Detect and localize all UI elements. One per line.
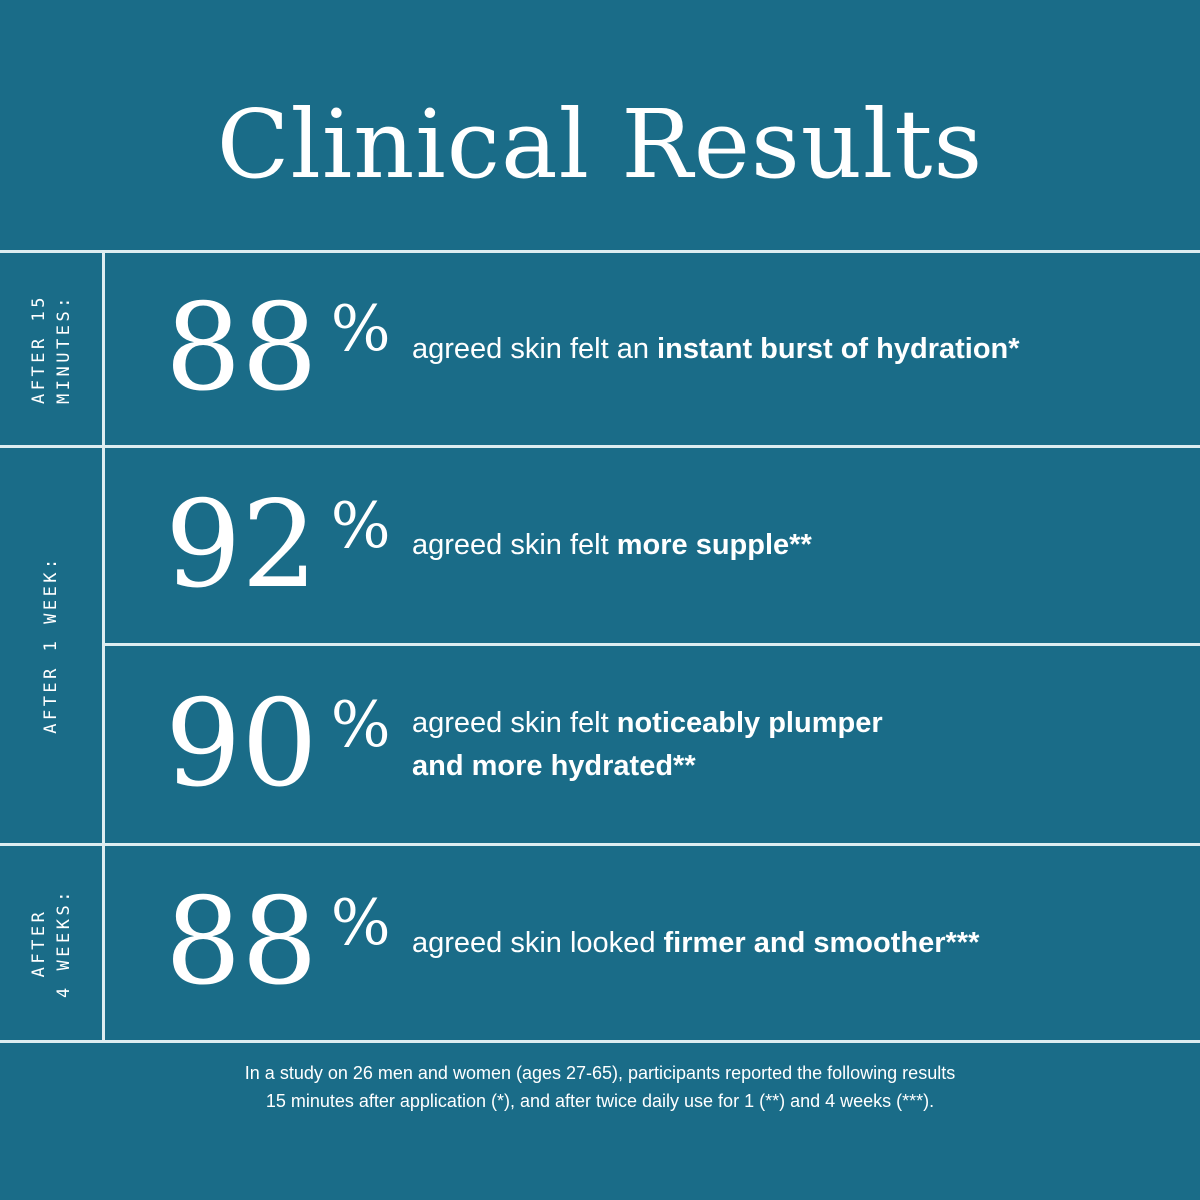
- stat-percent-value: 92: [165, 475, 318, 615]
- stat-description: agreed skin felt an instant burst of hyd…: [412, 328, 1160, 371]
- divider-line-row1: [0, 445, 1200, 448]
- percent-sign: %: [330, 886, 391, 959]
- stat-row: 88% agreed skin looked firmer and smooth…: [165, 846, 1160, 1040]
- label-line: AFTER: [28, 908, 49, 978]
- footnote-line2: 15 minutes after application (*), and af…: [265, 1091, 935, 1111]
- footnote-line1: In a study on 26 men and women (ages 27-…: [244, 1063, 956, 1083]
- stat-description-bold: instant burst of hydration*: [657, 332, 1020, 365]
- group-label-after-1-week: AFTER 1 WEEK:: [0, 448, 103, 840]
- stat-row: 88% agreed skin felt an instant burst of…: [165, 253, 1160, 445]
- stat-description: agreed skin looked firmer and smoother**…: [412, 922, 1160, 965]
- group-label-after-4-weeks: AFTER 4 WEEKS:: [0, 846, 103, 1040]
- stat-percent-value: 90: [165, 674, 318, 814]
- stat-description-regular: agreed skin felt an: [412, 332, 658, 365]
- group-label-text: AFTER 4 WEEKS:: [27, 888, 77, 998]
- group-label-text: AFTER 15 MINUTES:: [27, 294, 77, 404]
- group-label-text: AFTER 1 WEEK:: [39, 555, 64, 734]
- stat-percent: 92%: [165, 475, 412, 615]
- divider-line-row2: [105, 643, 1200, 646]
- divider-line-top: [0, 250, 1200, 253]
- footnote: In a study on 26 men and women (ages 27-…: [0, 1059, 1200, 1115]
- percent-sign: %: [330, 687, 391, 761]
- label-line: AFTER 1 WEEK:: [41, 554, 61, 734]
- stat-description-regular: agreed skin felt: [412, 529, 617, 561]
- divider-line-row3: [0, 843, 1200, 846]
- group-label-after-15-minutes: AFTER 15 MINUTES:: [0, 253, 103, 445]
- stat-percent: 90%: [165, 674, 412, 814]
- label-line: AFTER 15: [28, 294, 49, 404]
- stat-description-bold: more supple**: [616, 529, 812, 561]
- stat-description-bold: noticeably plumper: [616, 706, 883, 739]
- label-line: MINUTES:: [53, 294, 74, 404]
- divider-line-bottom: [0, 1040, 1200, 1043]
- stat-percent: 88%: [165, 289, 412, 409]
- percent-sign: %: [330, 292, 391, 365]
- stat-description-bold: firmer and smoother***: [663, 926, 980, 959]
- stat-description-regular: agreed skin looked: [412, 926, 664, 959]
- stat-percent-value: 88: [165, 873, 318, 1012]
- stat-description-regular: agreed skin felt: [412, 706, 617, 739]
- divider-line-vertical: [102, 252, 105, 1043]
- page-title: Clinical Results: [216, 90, 984, 200]
- stat-row: 90% agreed skin felt noticeably plumper …: [165, 646, 1160, 843]
- stat-percent: 88%: [165, 883, 412, 1003]
- stat-description: agreed skin felt more supple**: [412, 524, 1160, 567]
- percent-sign: %: [330, 488, 391, 562]
- label-line: 4 WEEKS:: [53, 888, 74, 998]
- stat-description: agreed skin felt noticeably plumper and …: [412, 702, 1160, 788]
- stat-percent-value: 88: [165, 279, 318, 418]
- stat-row: 92% agreed skin felt more supple**: [165, 448, 1160, 643]
- stat-description-bold-line2: and more hydrated**: [412, 749, 696, 782]
